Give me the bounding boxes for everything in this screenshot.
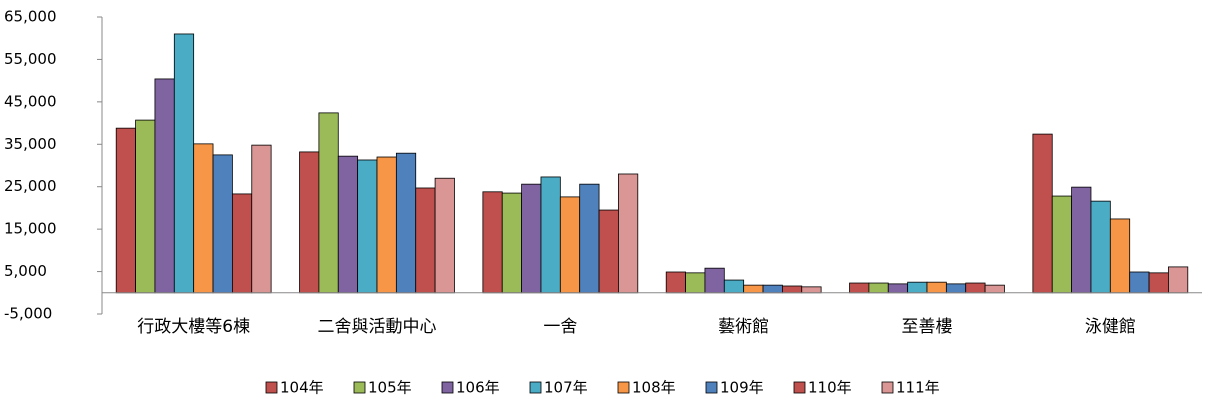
bar	[540, 176, 561, 294]
legend-swatch	[617, 381, 630, 394]
bar	[1148, 272, 1169, 294]
bar	[1090, 200, 1111, 294]
bar	[598, 209, 619, 294]
legend-swatch	[265, 381, 278, 394]
bar	[704, 267, 725, 294]
x-tick-label: 泳健館	[1085, 317, 1136, 337]
bar	[299, 151, 320, 294]
bar	[251, 144, 272, 294]
bar	[154, 78, 175, 294]
y-tick-label: 25,000	[4, 177, 57, 195]
x-tick-label: 二舍與活動中心	[318, 317, 437, 337]
x-tick-label: 至善樓	[902, 317, 953, 337]
bar	[1129, 271, 1150, 294]
bar	[1051, 195, 1073, 294]
bar	[723, 279, 745, 294]
bar	[318, 112, 339, 294]
bar	[482, 191, 503, 294]
bar	[965, 282, 986, 294]
bar	[849, 282, 870, 294]
legend-swatch	[793, 381, 806, 394]
bar	[984, 284, 1005, 294]
bar	[337, 155, 359, 294]
y-tick-label: -5,000	[4, 305, 52, 323]
y-tick-label: 55,000	[4, 50, 57, 68]
bar	[193, 143, 214, 294]
legend-label: 111年	[896, 379, 940, 397]
y-tick-label: 45,000	[4, 92, 57, 110]
bar	[434, 177, 455, 294]
bar	[945, 283, 967, 294]
bar	[926, 281, 947, 294]
legend-swatch	[705, 381, 718, 394]
bar	[665, 271, 686, 294]
bar	[743, 284, 764, 294]
legend-label: 107年	[544, 379, 588, 397]
bar	[781, 285, 803, 294]
legend-swatch	[353, 381, 366, 394]
y-tick-label: 15,000	[4, 220, 57, 238]
legend-swatch	[441, 381, 454, 394]
bar	[415, 187, 436, 294]
bar	[135, 119, 156, 294]
bar	[212, 154, 233, 294]
bar	[868, 282, 889, 294]
legend-label: 108年	[632, 379, 676, 397]
bar	[357, 159, 378, 294]
legend-label: 106年	[456, 379, 500, 397]
bar	[801, 286, 822, 294]
bar	[1168, 266, 1189, 294]
bar	[395, 152, 417, 294]
bar	[579, 183, 600, 294]
bar	[762, 284, 783, 294]
legend-swatch	[529, 381, 542, 394]
y-tick-label: 5,000	[4, 262, 47, 280]
legend-label: 104年	[280, 379, 324, 397]
bar	[501, 192, 523, 294]
y-tick-label: 35,000	[4, 135, 57, 153]
bar	[685, 272, 706, 294]
bar	[1109, 218, 1131, 294]
bar	[618, 173, 639, 294]
bar	[521, 183, 542, 294]
bar	[907, 281, 928, 294]
bar	[376, 156, 397, 294]
bar	[1071, 186, 1092, 294]
legend-swatch	[881, 381, 894, 394]
bar	[1032, 133, 1053, 294]
x-tick-label: 藝術館	[718, 317, 769, 337]
bar	[173, 33, 195, 294]
bar	[559, 196, 581, 294]
x-tick-label: 行政大樓等6棟	[137, 317, 250, 337]
x-tick-label: 一舍	[543, 317, 577, 337]
bar	[115, 127, 136, 294]
legend-label: 109年	[720, 379, 764, 397]
legend-label: 105年	[368, 379, 412, 397]
bar	[887, 283, 909, 294]
bar	[231, 193, 253, 294]
legend-label: 110年	[808, 379, 852, 397]
y-tick-label: 65,000	[4, 8, 57, 26]
